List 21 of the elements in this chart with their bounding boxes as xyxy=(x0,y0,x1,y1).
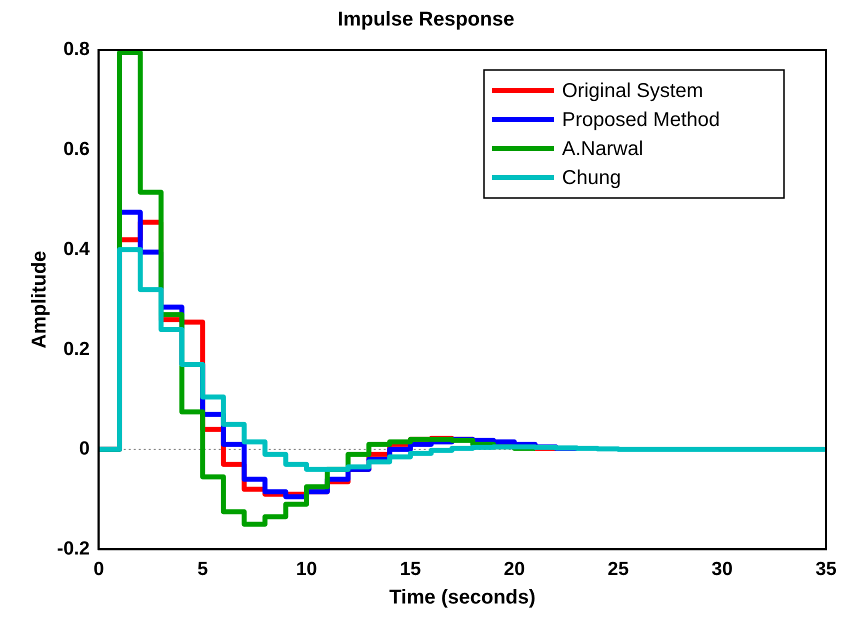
x-tick-label: 0 xyxy=(93,558,104,580)
legend-label: Original System xyxy=(562,80,704,102)
x-tick-label: 10 xyxy=(296,558,318,580)
y-tick-label: 0.4 xyxy=(63,238,90,260)
legend-label: Chung xyxy=(562,167,621,190)
legend-label: Proposed Method xyxy=(562,109,720,132)
y-tick-label: 0 xyxy=(79,438,90,460)
x-tick-label: 5 xyxy=(197,558,208,580)
x-tick-label: 20 xyxy=(504,558,525,580)
chart-title: Impulse Response xyxy=(338,8,514,31)
x-tick-label: 30 xyxy=(712,558,733,580)
y-tick-label: 0.8 xyxy=(63,39,90,60)
x-tick-label: 15 xyxy=(400,558,422,580)
y-tick-label: -0.2 xyxy=(56,538,90,560)
y-tick-label: 0.6 xyxy=(63,139,90,160)
x-tick-label: 35 xyxy=(815,558,837,580)
x-axis-title: Time (seconds) xyxy=(389,586,536,609)
y-axis-title: Amplitude xyxy=(28,250,51,348)
legend-label: A.Narwal xyxy=(562,138,644,160)
x-tick-label: 25 xyxy=(608,558,630,580)
y-tick-label: 0.2 xyxy=(63,338,90,360)
